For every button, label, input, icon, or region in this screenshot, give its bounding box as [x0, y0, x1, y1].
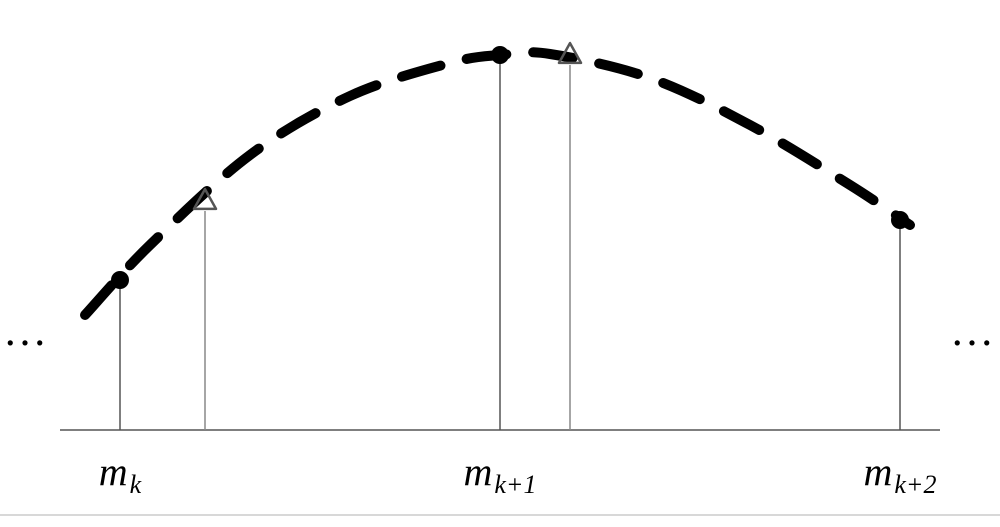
ellipsis-left: …	[3, 306, 47, 355]
ellipsis-right: …	[950, 306, 994, 355]
circle-marker	[491, 46, 509, 64]
circle-marker	[111, 271, 129, 289]
circle-marker	[891, 211, 909, 229]
diagram-canvas: ……mkmk+1mk+2	[0, 0, 1000, 527]
